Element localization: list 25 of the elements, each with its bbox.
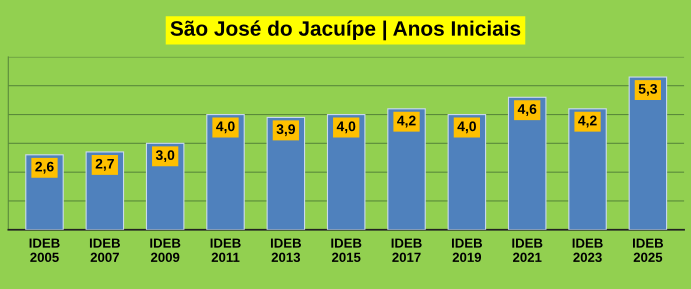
bar <box>508 96 546 230</box>
data-label: 3,9 <box>276 124 295 136</box>
x-tick-label: IDEB 2013 <box>270 238 302 262</box>
data-label: 4,2 <box>397 116 416 128</box>
data-label: 4,6 <box>518 104 536 116</box>
data-label: 2,6 <box>35 162 54 174</box>
x-tick-label: IDEB 2015 <box>331 238 362 262</box>
x-tick-label: IDEB 2023 <box>572 238 603 262</box>
x-tick-label: IDEB 2007 <box>90 238 120 262</box>
x-tick-label: IDEB 2025 <box>633 238 664 262</box>
bar <box>628 76 668 230</box>
data-label: 3,0 <box>156 150 174 162</box>
data-label: 2,7 <box>96 158 114 171</box>
x-tick-label: IDEB 2005 <box>30 238 60 262</box>
data-label: 4,0 <box>336 121 356 134</box>
x-tick-label: IDEB 2017 <box>392 238 422 262</box>
data-label: 5,3 <box>638 84 658 96</box>
data-label: 4,2 <box>578 116 597 128</box>
chart-title: São José do Jacuípe | Anos Iniciais <box>170 20 520 40</box>
x-tick-label: IDEB 2021 <box>512 238 542 262</box>
data-label: 4,0 <box>216 121 235 134</box>
data-label: 4,0 <box>457 121 476 134</box>
x-tick-label: IDEB 2009 <box>150 238 180 262</box>
x-tick-label: IDEB 2011 <box>210 238 241 262</box>
x-tick-label: IDEB 2019 <box>452 238 482 262</box>
